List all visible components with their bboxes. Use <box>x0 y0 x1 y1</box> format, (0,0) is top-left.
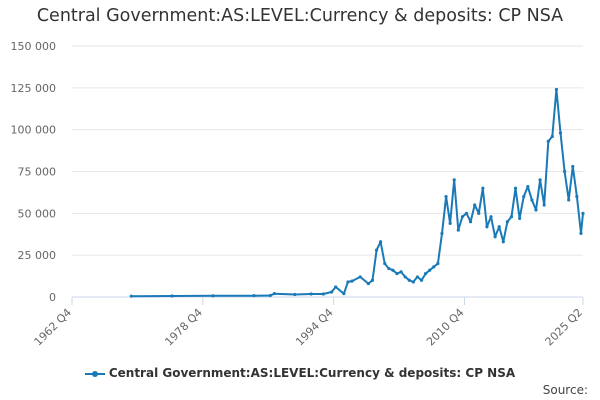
y-tick-label: 100 000 <box>11 124 57 137</box>
data-point <box>546 139 550 143</box>
data-point <box>518 216 522 220</box>
data-point <box>342 292 346 296</box>
y-tick-label: 0 <box>49 291 56 304</box>
data-point <box>497 225 501 229</box>
data-point <box>428 268 432 272</box>
legend[interactable]: Central Government:AS:LEVEL:Currency & d… <box>0 366 600 380</box>
data-point <box>252 294 256 298</box>
data-point <box>309 292 313 296</box>
series-line <box>130 88 584 298</box>
data-point <box>399 270 403 274</box>
data-point <box>452 178 456 182</box>
y-tick-label: 125 000 <box>11 82 57 95</box>
data-point <box>293 292 297 297</box>
data-point <box>550 134 554 138</box>
data-point <box>509 215 514 219</box>
y-tick-label: 75 000 <box>18 166 57 179</box>
data-point <box>477 211 481 215</box>
data-point <box>542 203 546 207</box>
data-point <box>501 240 505 244</box>
data-point <box>329 290 334 294</box>
data-point <box>424 271 428 276</box>
data-point <box>522 195 526 199</box>
data-point <box>419 278 424 282</box>
data-point <box>436 261 440 266</box>
data-point <box>579 231 583 236</box>
x-tick-label: 1962 Q4 <box>32 306 75 349</box>
data-point <box>374 248 379 252</box>
data-point <box>575 195 579 199</box>
data-point <box>444 195 448 199</box>
data-point <box>432 265 436 269</box>
data-point <box>534 208 538 212</box>
x-tick-label: 1978 Q4 <box>162 306 205 349</box>
data-point <box>268 293 272 298</box>
data-point <box>456 228 460 232</box>
y-tick-label: 50 000 <box>18 207 57 220</box>
x-tick-label: 1994 Q4 <box>293 306 336 349</box>
data-point <box>403 275 407 279</box>
data-point <box>448 221 452 225</box>
data-point <box>558 131 563 135</box>
data-point <box>538 178 542 182</box>
data-point <box>513 186 518 190</box>
source-label: Source: <box>542 383 588 397</box>
data-point <box>370 278 375 282</box>
data-point <box>411 280 415 284</box>
data-point <box>346 280 350 284</box>
legend-swatch <box>84 370 105 378</box>
data-point <box>460 215 465 219</box>
data-point <box>489 215 493 219</box>
data-point <box>468 220 473 224</box>
data-point <box>481 186 485 190</box>
data-point <box>505 220 509 224</box>
data-point <box>407 278 411 282</box>
data-point <box>170 294 174 298</box>
data-point <box>581 211 585 215</box>
data-point <box>334 285 338 289</box>
data-point <box>526 184 530 189</box>
y-tick-label: 150 000 <box>11 40 57 53</box>
data-point <box>383 261 387 266</box>
data-point <box>129 294 133 298</box>
data-point <box>358 275 362 279</box>
data-point <box>530 198 534 202</box>
data-point <box>567 198 571 202</box>
data-point <box>485 225 489 229</box>
data-point <box>563 169 567 174</box>
data-point <box>366 282 370 286</box>
data-point <box>387 266 391 271</box>
data-point <box>415 275 420 279</box>
data-point <box>440 231 444 236</box>
data-point <box>395 271 399 276</box>
data-point <box>464 211 469 215</box>
x-tick-label: 2010 Q4 <box>424 306 467 349</box>
data-point <box>473 203 477 207</box>
data-point <box>379 240 383 244</box>
data-point <box>493 235 497 239</box>
legend-label: Central Government:AS:LEVEL:Currency & d… <box>108 366 516 380</box>
data-point <box>350 279 354 283</box>
y-tick-label: 25 000 <box>18 249 57 262</box>
data-point <box>571 164 575 169</box>
data-point <box>321 292 326 296</box>
data-point <box>554 87 559 92</box>
data-point <box>391 268 395 272</box>
chart-title: Central Government:AS:LEVEL:Currency & d… <box>36 6 564 26</box>
x-tick-label: 2025 Q2 <box>543 306 586 349</box>
data-point <box>211 294 215 298</box>
data-point <box>272 292 276 296</box>
